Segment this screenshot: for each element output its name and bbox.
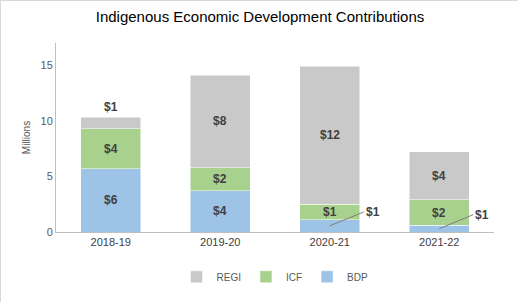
svg-text:$4: $4 [213,204,227,218]
svg-text:2020-21: 2020-21 [310,236,350,248]
svg-text:0: 0 [47,226,53,238]
svg-text:10: 10 [41,115,53,127]
svg-text:$1: $1 [104,100,118,114]
svg-text:$4: $4 [432,169,446,183]
svg-text:BDP: BDP [347,272,368,283]
svg-text:$8: $8 [213,114,227,128]
svg-text:2021-22: 2021-22 [419,236,459,248]
svg-text:$4: $4 [104,142,118,156]
svg-text:$12: $12 [320,128,340,142]
svg-text:$1: $1 [475,208,489,222]
svg-text:$6: $6 [104,193,118,207]
svg-text:2018-19: 2018-19 [91,236,131,248]
svg-text:Indigenous Economic Developmen: Indigenous Economic Development Contribu… [96,8,425,25]
svg-text:2019-20: 2019-20 [200,236,240,248]
svg-text:$1: $1 [366,205,380,219]
svg-text:$1: $1 [323,205,337,219]
svg-text:ICF: ICF [286,272,302,283]
svg-text:$2: $2 [213,172,227,186]
svg-text:$2: $2 [432,206,446,220]
svg-text:Millions: Millions [21,121,32,154]
svg-text:15: 15 [41,59,53,71]
svg-text:REGI: REGI [217,272,241,283]
svg-text:5: 5 [47,170,53,182]
